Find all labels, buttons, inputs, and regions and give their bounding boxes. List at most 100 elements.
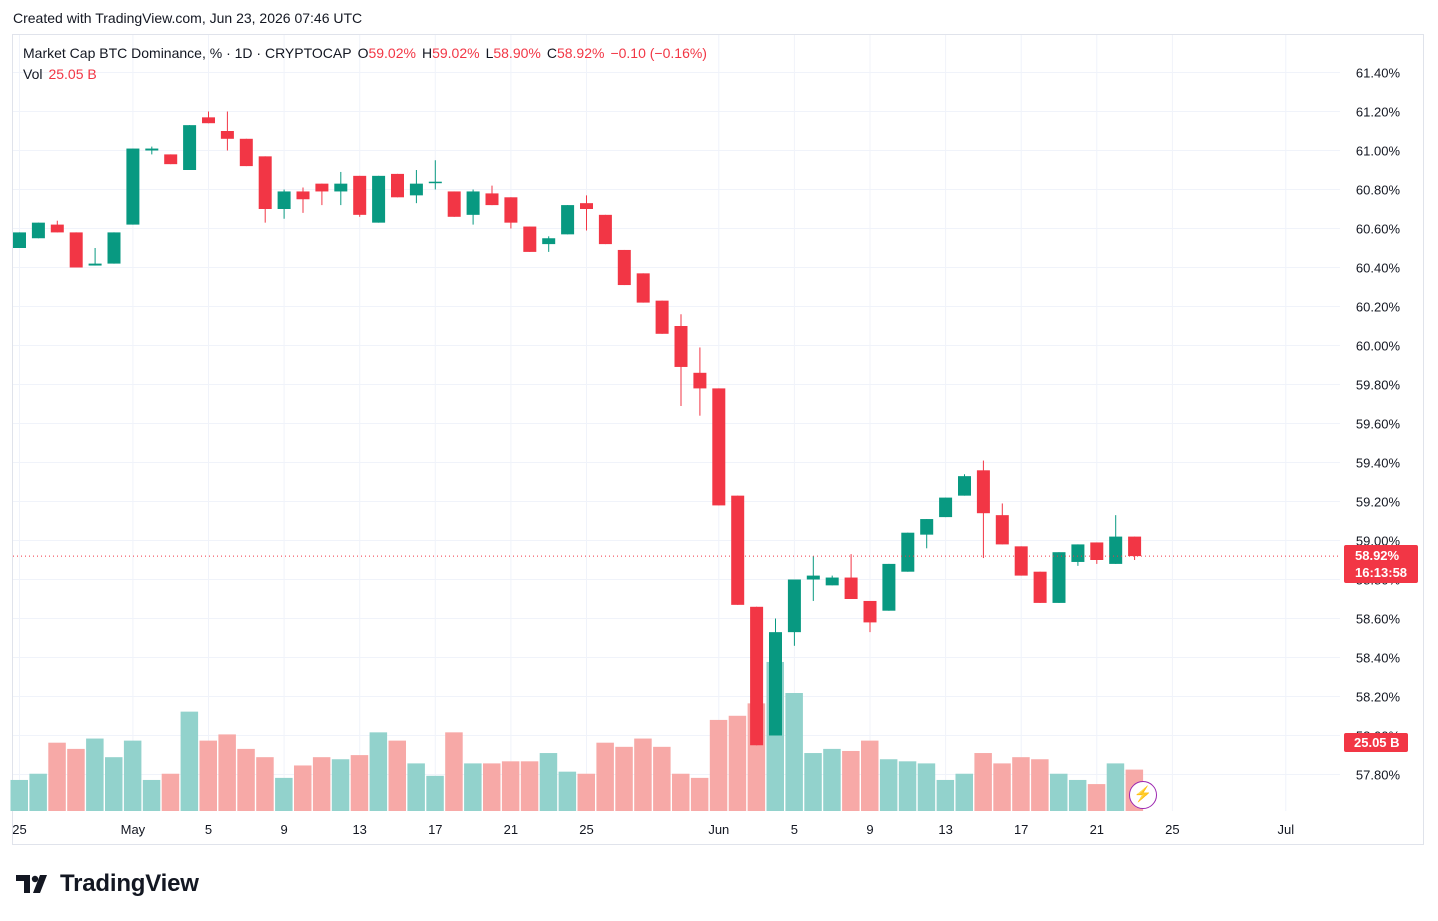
candle-body xyxy=(542,238,556,245)
candle xyxy=(202,111,215,124)
y-tick-label: 61.00% xyxy=(1356,144,1401,159)
volume-bar xyxy=(861,740,879,811)
volume-bar xyxy=(879,759,898,811)
candle-body xyxy=(485,193,499,206)
candle-body xyxy=(428,181,442,184)
symbol-title: Market Cap BTC Dominance, % · 1D · CRYPT… xyxy=(23,45,352,61)
y-tick-label: 59.60% xyxy=(1356,417,1401,432)
y-tick-label: 57.80% xyxy=(1356,768,1401,783)
volume-bar xyxy=(483,763,501,811)
candle xyxy=(88,248,102,266)
grid-lines xyxy=(13,35,1340,811)
volume-bar xyxy=(993,763,1011,811)
candle-body xyxy=(466,191,480,215)
volume-bar xyxy=(350,755,369,811)
candle xyxy=(1128,536,1142,560)
volume-label: Vol xyxy=(23,66,43,82)
volume-bar xyxy=(709,719,728,811)
candle-body xyxy=(523,226,537,252)
candle-body xyxy=(693,372,707,389)
volume-bar xyxy=(331,759,350,811)
high-value: 59.02% xyxy=(432,45,480,61)
candle-body xyxy=(1090,542,1104,560)
chart-frame xyxy=(12,34,1424,845)
candle-body xyxy=(995,515,1009,545)
volume-bar xyxy=(804,753,822,811)
candle-body xyxy=(145,148,159,151)
lightning-icon[interactable]: ⚡ xyxy=(1129,781,1157,809)
candle xyxy=(164,154,178,165)
volume-value: 25.05 B xyxy=(48,66,97,82)
y-tick-label: 61.20% xyxy=(1356,105,1401,120)
candle xyxy=(882,563,896,611)
volume-bar xyxy=(275,777,293,811)
volume-bar xyxy=(558,771,577,811)
candle xyxy=(50,220,64,233)
candle-body xyxy=(920,519,934,535)
volume-bar xyxy=(48,742,66,811)
candle-body xyxy=(939,497,953,518)
candle-body xyxy=(334,183,348,192)
candle-body xyxy=(958,476,971,496)
x-tick-label: 9 xyxy=(866,822,873,837)
volume-bar xyxy=(596,742,614,811)
candle xyxy=(296,187,310,213)
candle-body xyxy=(183,125,197,170)
candle-body xyxy=(882,563,896,611)
high-label: H xyxy=(421,45,433,61)
volume-bar xyxy=(1068,779,1087,811)
candle-body xyxy=(1052,552,1066,603)
volume-bar xyxy=(1050,773,1068,811)
close-value: 58.92% xyxy=(556,45,605,61)
candle-body xyxy=(296,191,310,200)
candle xyxy=(523,226,537,252)
created-with-text: Created with TradingView.com, Jun 23, 20… xyxy=(13,10,363,26)
candle-body xyxy=(561,205,575,235)
symbol-legend[interactable]: Market Cap BTC Dominance, % · 1D · CRYPT… xyxy=(23,45,707,61)
volume-bar xyxy=(1031,759,1049,811)
x-tick-label: 21 xyxy=(504,822,518,837)
candle-body xyxy=(674,326,688,367)
open-label: O xyxy=(357,45,369,61)
candle-body xyxy=(504,197,518,223)
tradingview-wordmark: TradingView xyxy=(60,870,199,897)
tradingview-logo[interactable]: TradingView xyxy=(16,870,199,898)
candle-body xyxy=(50,224,64,233)
volume-legend[interactable]: Vol 25.05 B xyxy=(23,66,97,82)
volume-bar xyxy=(615,746,633,811)
candle xyxy=(1071,544,1085,566)
x-tick-label: 21 xyxy=(1090,822,1104,837)
candle xyxy=(372,175,386,223)
low-label: L xyxy=(485,45,494,61)
volume-bar xyxy=(10,779,28,811)
y-tick-label: 60.40% xyxy=(1356,261,1401,276)
candle-body xyxy=(277,191,291,209)
candle xyxy=(844,554,858,599)
candle xyxy=(976,460,990,559)
volume-bar xyxy=(67,748,85,811)
candle-body xyxy=(88,263,102,266)
x-tick-label: 13 xyxy=(352,822,366,837)
volume-bar xyxy=(1012,757,1030,811)
open-value: 59.02% xyxy=(368,45,416,61)
candle xyxy=(1033,571,1047,603)
volume-bar xyxy=(86,738,104,811)
volume-bar xyxy=(823,748,841,811)
candle xyxy=(580,195,593,231)
last-price-value: 58.92% xyxy=(1355,548,1400,563)
y-tick-label: 61.40% xyxy=(1356,66,1401,81)
volume-bar xyxy=(294,765,312,811)
candle-body xyxy=(769,632,782,736)
close-label: C xyxy=(546,45,557,61)
last-price-tag: 58.92% 16:13:58 xyxy=(1344,545,1418,583)
tradingview-mark-icon xyxy=(16,875,47,893)
x-tick-label: Jun xyxy=(708,822,729,837)
volume-bar xyxy=(369,732,388,811)
candle xyxy=(825,575,839,586)
x-tick-label: 17 xyxy=(1014,822,1028,837)
candle xyxy=(258,156,272,223)
volume-bar xyxy=(312,757,331,811)
candle-body xyxy=(1109,536,1123,564)
low-value: 58.90% xyxy=(493,45,541,61)
